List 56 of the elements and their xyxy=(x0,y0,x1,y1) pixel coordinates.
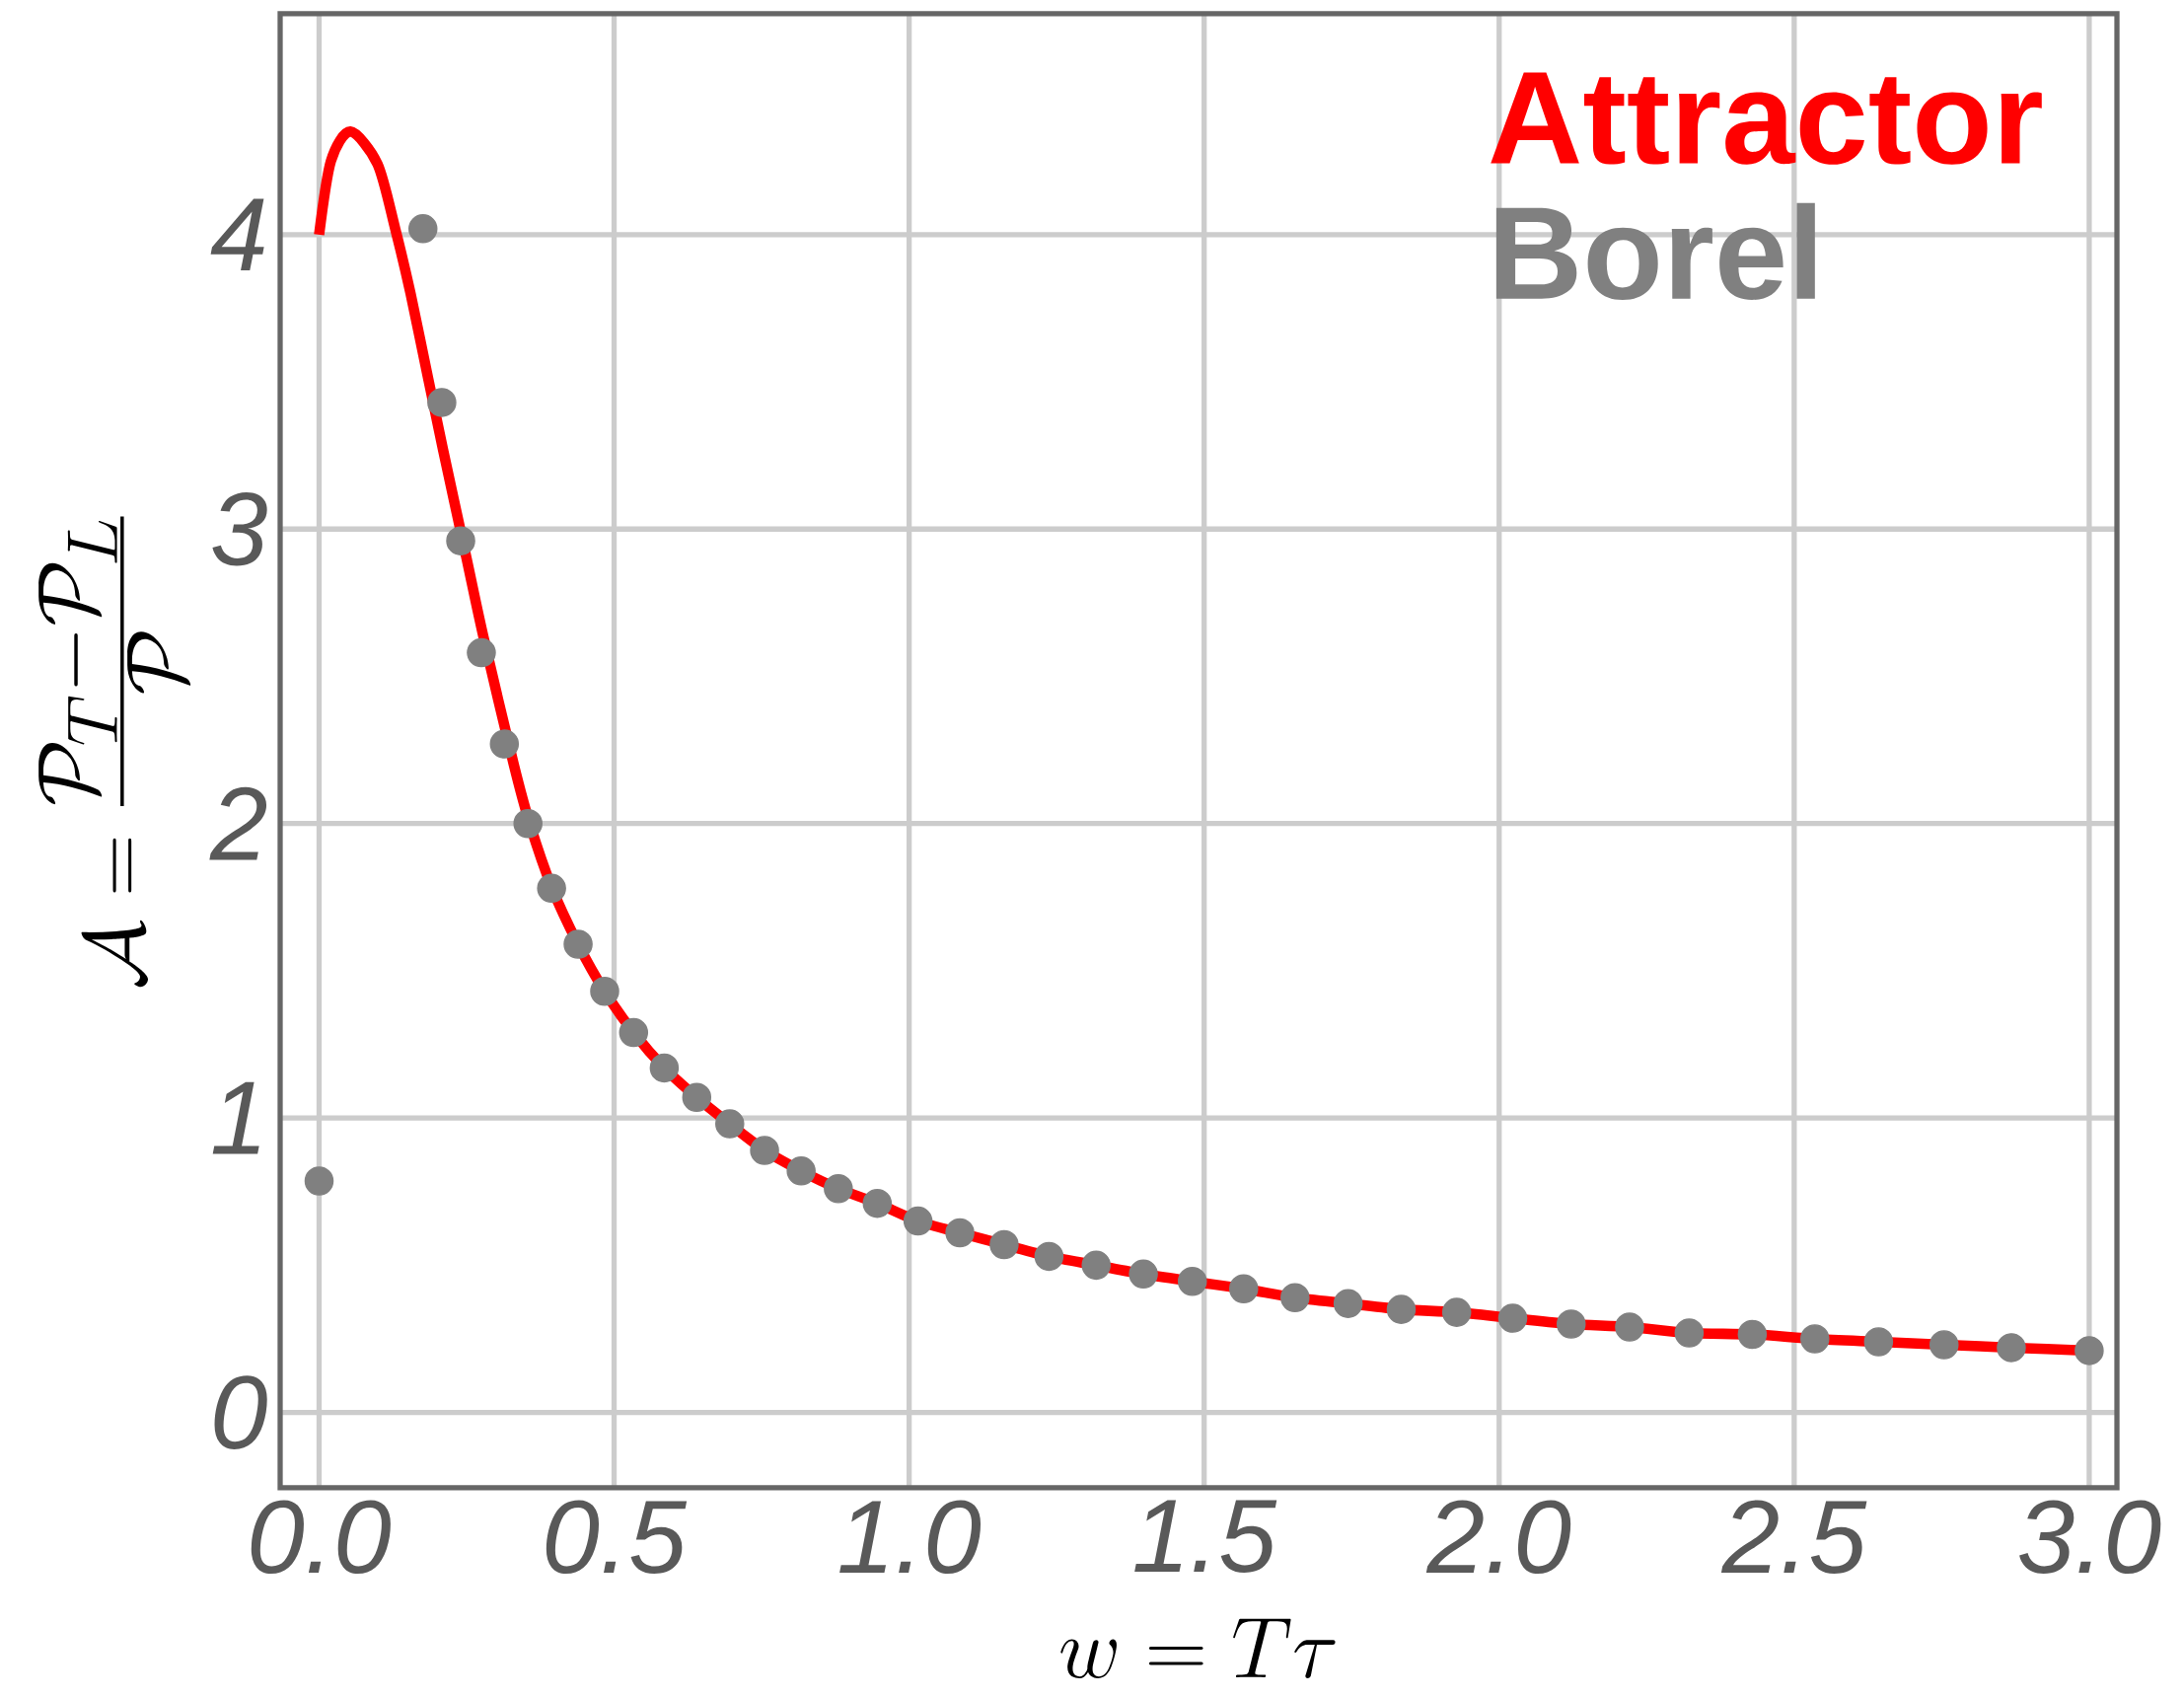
text: Borel xyxy=(1495,202,1815,300)
y-tick-label: 1 xyxy=(212,1081,259,1154)
x-tick-label: 0.0 xyxy=(251,1500,391,1575)
point xyxy=(467,637,496,668)
x-tick-label: 2.0 xyxy=(1425,1500,1571,1575)
point xyxy=(750,1136,779,1165)
y-tick-label: 0 xyxy=(214,1375,267,1449)
point xyxy=(649,1053,680,1083)
y-axis-title: $\mathcal{A}=\frac{\mathcal{P}_T-\mathcal{P}_L}{\mathcal{P}}$ xyxy=(38,516,191,988)
point xyxy=(903,1206,933,1236)
point xyxy=(1386,1294,1417,1324)
y-tick-label: 3 xyxy=(212,491,267,566)
point xyxy=(682,1082,712,1113)
point xyxy=(1863,1327,1894,1357)
point xyxy=(1441,1297,1472,1327)
y-tick-label: 4 xyxy=(210,198,264,271)
point xyxy=(715,1109,745,1139)
point xyxy=(1615,1312,1644,1342)
point xyxy=(786,1156,816,1186)
point xyxy=(619,1017,649,1048)
point xyxy=(862,1188,893,1218)
x-tick-label: 2.5 xyxy=(1720,1500,1867,1575)
x-tick-label: 0.5 xyxy=(546,1500,688,1575)
point xyxy=(1556,1309,1586,1339)
point xyxy=(945,1218,975,1248)
x-tick-label: 1.5 xyxy=(1134,1500,1277,1573)
point xyxy=(1280,1283,1310,1312)
point xyxy=(1128,1259,1158,1290)
x-axis-title: $w=T\tau$ xyxy=(1060,1618,1336,1678)
point xyxy=(1737,1319,1768,1350)
point xyxy=(304,1166,334,1196)
point xyxy=(1497,1303,1528,1333)
y-tick-label: 2 xyxy=(209,786,267,860)
point xyxy=(824,1173,853,1204)
point xyxy=(407,214,438,244)
point xyxy=(1800,1324,1830,1354)
point xyxy=(1997,1333,2026,1363)
point xyxy=(489,729,520,759)
x-tick-label: 1.0 xyxy=(839,1500,982,1575)
point xyxy=(563,929,593,959)
point xyxy=(1034,1241,1064,1272)
point xyxy=(537,873,566,904)
point xyxy=(1177,1267,1207,1296)
point xyxy=(989,1229,1019,1260)
point xyxy=(513,808,543,839)
point xyxy=(1929,1330,1959,1360)
point xyxy=(590,977,619,1006)
point xyxy=(1333,1289,1363,1318)
x-tick-label: 3.0 xyxy=(2019,1500,2161,1575)
point xyxy=(427,388,457,417)
point xyxy=(1674,1318,1705,1348)
point xyxy=(1081,1250,1111,1281)
text: Attractor xyxy=(1491,72,2042,165)
point xyxy=(2075,1336,2104,1366)
point xyxy=(1229,1274,1259,1303)
point xyxy=(446,526,475,555)
